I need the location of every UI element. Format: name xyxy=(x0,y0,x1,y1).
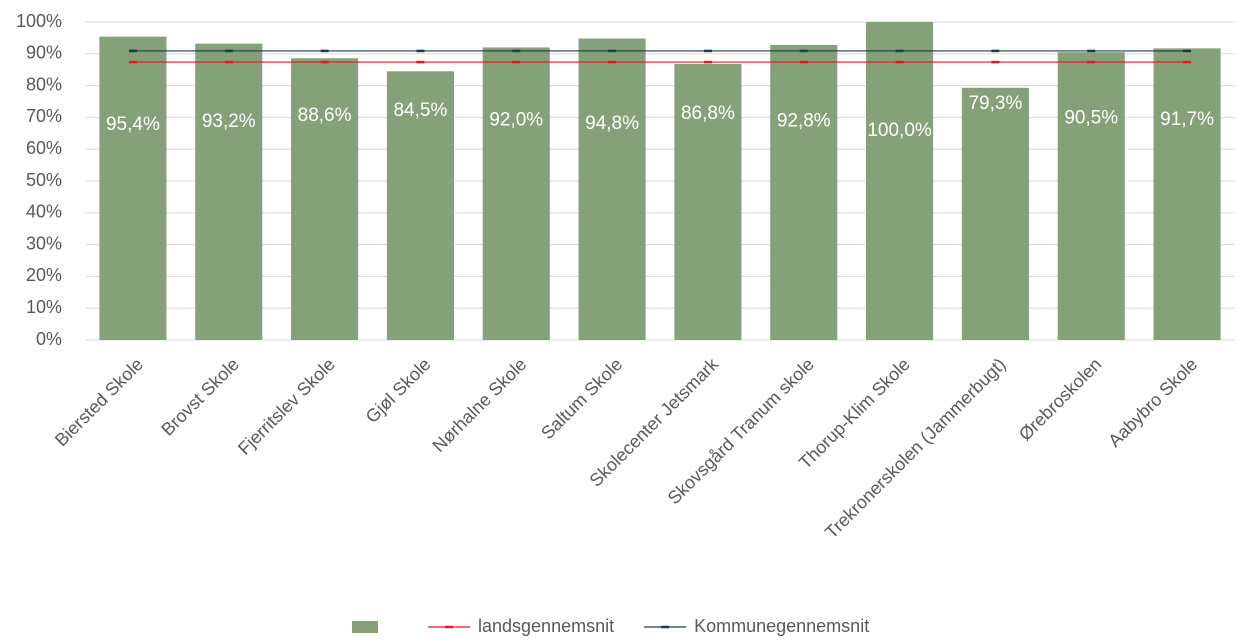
y-tick-label: 60% xyxy=(26,138,62,158)
y-tick-label: 0% xyxy=(36,329,62,349)
x-tick-label: Ørebroskolen xyxy=(1015,354,1106,445)
bar xyxy=(195,43,263,341)
bar xyxy=(1057,52,1125,341)
data-label: 94,8% xyxy=(585,113,639,134)
data-label: 91,7% xyxy=(1160,109,1214,130)
x-tick-label: Saltum Skole xyxy=(537,354,626,443)
data-label: 79,3% xyxy=(968,93,1022,114)
bar xyxy=(578,38,646,340)
data-label: 92,8% xyxy=(777,111,831,132)
data-label: 84,5% xyxy=(393,100,447,121)
data-label: 95,4% xyxy=(106,114,160,135)
bar xyxy=(770,44,838,341)
y-tick-label: 80% xyxy=(26,74,62,94)
bar xyxy=(1153,48,1221,340)
data-label: 88,6% xyxy=(298,105,352,126)
data-label: 92,0% xyxy=(489,110,543,131)
data-label: 93,2% xyxy=(202,111,256,132)
legend-swatch xyxy=(352,621,378,633)
x-tick-label: Biersted Skole xyxy=(51,354,147,450)
bar xyxy=(866,22,934,340)
x-tick-label: Gjøl Skole xyxy=(362,354,435,427)
bar xyxy=(386,71,454,340)
bar xyxy=(482,47,550,340)
y-tick-label: 30% xyxy=(26,233,62,253)
y-tick-label: 90% xyxy=(26,43,62,63)
y-tick-label: 70% xyxy=(26,106,62,126)
bar xyxy=(99,36,167,341)
x-tick-label: Trekronerskolen (Jammerbugt) xyxy=(821,354,1009,542)
y-tick-label: 100% xyxy=(16,11,62,31)
bar xyxy=(674,63,742,340)
data-label: 90,5% xyxy=(1064,108,1118,129)
y-tick-label: 10% xyxy=(26,297,62,317)
y-tick-label: 50% xyxy=(26,170,62,190)
bar xyxy=(961,87,1029,341)
data-label: 86,8% xyxy=(681,103,735,124)
y-tick-label: 40% xyxy=(26,202,62,222)
legend-label: landsgennemsnit xyxy=(478,616,614,636)
bar xyxy=(291,58,359,340)
x-tick-label: Aabybro Skole xyxy=(1104,354,1201,451)
x-tick-label: Brovst Skole xyxy=(157,354,243,440)
x-tick-label: Fjerritslev Skole xyxy=(234,354,339,459)
legend-label: Kommunegennemsnit xyxy=(694,616,869,636)
y-tick-label: 20% xyxy=(26,265,62,285)
x-tick-label: Nørhalne Skole xyxy=(429,354,531,456)
data-label: 100,0% xyxy=(867,120,932,141)
